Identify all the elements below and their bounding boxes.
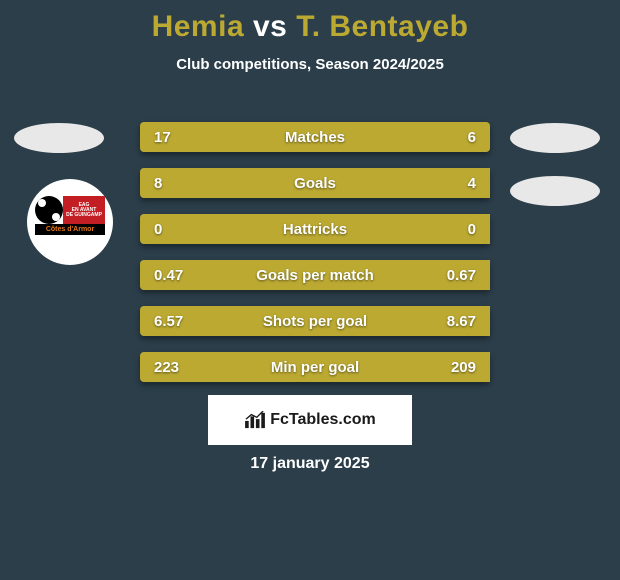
stat-value-right: 0.67 xyxy=(430,267,490,284)
stat-label: Goals per match xyxy=(200,267,430,284)
stat-value-right: 4 xyxy=(430,175,490,192)
player2-badge-placeholder xyxy=(510,123,600,153)
stat-row: 223Min per goal209 xyxy=(140,352,490,382)
club-swirl-icon xyxy=(35,196,63,224)
stat-row: 0.47Goals per match0.67 xyxy=(140,260,490,290)
fctables-watermark: FcTables.com xyxy=(208,395,412,445)
stat-row: 8Goals4 xyxy=(140,168,490,198)
stat-value-left: 8 xyxy=(140,175,200,192)
stat-value-left: 0.47 xyxy=(140,267,200,284)
stat-value-right: 8.67 xyxy=(430,313,490,330)
stat-label: Shots per goal xyxy=(200,313,430,330)
stats-bars: 17Matches6 8Goals4 0Hattricks0 0.47Goals pe… xyxy=(140,122,490,398)
stat-value-left: 6.57 xyxy=(140,313,200,330)
player1-club-logo: EAG EN AVANT DE GUINGAMP Côtes d'Armor xyxy=(27,179,113,265)
club-logo-graphic: EAG EN AVANT DE GUINGAMP Côtes d'Armor xyxy=(35,196,105,248)
stat-label: Goals xyxy=(200,175,430,192)
stat-row: 0Hattricks0 xyxy=(140,214,490,244)
player1-name: Hemia xyxy=(152,10,245,43)
club-region: Côtes d'Armor xyxy=(35,224,105,235)
stat-label: Matches xyxy=(200,129,430,146)
stat-value-left: 223 xyxy=(140,359,200,376)
watermark-text: FcTables.com xyxy=(270,411,376,429)
player1-badge-placeholder xyxy=(14,123,104,153)
stat-row: 17Matches6 xyxy=(140,122,490,152)
stat-row: 6.57Shots per goal8.67 xyxy=(140,306,490,336)
vs-text: vs xyxy=(253,10,287,43)
stat-value-left: 0 xyxy=(140,221,200,238)
stat-value-right: 0 xyxy=(430,221,490,238)
snapshot-date: 17 january 2025 xyxy=(0,455,620,473)
stat-label: Min per goal xyxy=(200,359,430,376)
stat-value-right: 6 xyxy=(430,129,490,146)
comparison-title: Hemia vs T. Bentayeb xyxy=(0,0,620,44)
stat-value-left: 17 xyxy=(140,129,200,146)
bars-icon xyxy=(244,411,266,429)
player2-club-placeholder xyxy=(510,176,600,206)
club-line2b: DE GUINGAMP xyxy=(64,213,104,218)
player2-name: T. Bentayeb xyxy=(296,10,468,43)
stat-value-right: 209 xyxy=(430,359,490,376)
subtitle: Club competitions, Season 2024/2025 xyxy=(0,56,620,73)
stat-label: Hattricks xyxy=(200,221,430,238)
